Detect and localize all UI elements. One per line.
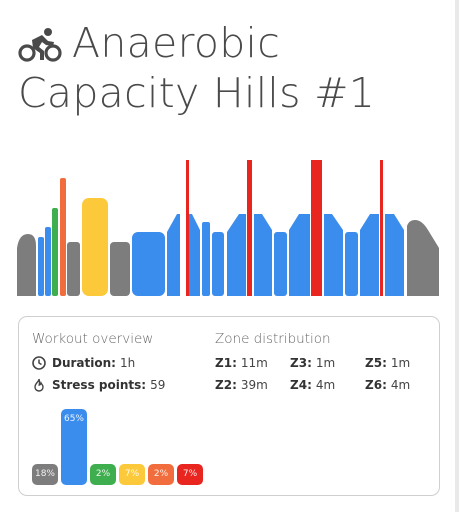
segment-hill-1a: [167, 214, 180, 296]
zone-z1-value: 11m: [240, 356, 268, 370]
zone-bar-label: 2%: [153, 469, 169, 479]
segment-tempo: [82, 198, 108, 296]
duration-value: 1h: [119, 356, 136, 370]
zone-z1-key: Z1: [215, 356, 233, 370]
zone-bar-label: 2%: [95, 469, 111, 479]
cyclist-icon: [18, 28, 62, 62]
segment-warmup-1: [17, 234, 36, 296]
zone-z1: Z1: 11m: [215, 356, 268, 370]
segment-peak-2: [247, 160, 252, 296]
zone-z6-key: Z6: [365, 378, 383, 392]
duration-colon: :: [111, 356, 116, 370]
title-line-2: Capacity Hills #1: [18, 69, 376, 117]
zone-z5: Z5: 1m: [365, 356, 411, 370]
segment-hill-1b: [186, 214, 200, 296]
segment-hill-4b: [385, 214, 404, 296]
zone-bar-z3: 2%: [90, 464, 116, 485]
zone-bar-label: 7%: [124, 469, 140, 479]
overview-title: Workout overview: [32, 331, 154, 347]
title-block: Anaerobic Capacity Hills #1: [18, 18, 438, 118]
zones-title: Zone distribution: [215, 331, 331, 347]
segment-warmup-2: [38, 237, 44, 296]
zone-z4: Z4: 4m: [290, 378, 336, 392]
stress-label: Stress points: [52, 378, 142, 392]
segment-hill-4a: [360, 214, 379, 296]
duration-label: Duration: [52, 356, 112, 370]
zone-z4-value: 4m: [315, 378, 336, 392]
zone-z6: Z6: 4m: [365, 378, 411, 392]
stress-value: 59: [150, 378, 166, 392]
segment-hill-3a: [289, 214, 310, 296]
zone-bar-chart: 18% 65% 2% 7% 2% 7%: [32, 407, 212, 485]
segment-hill-2a: [227, 214, 246, 296]
segment-flat-3: [274, 232, 287, 296]
title-line-1: Anaerobic: [72, 19, 281, 67]
segment-peak-1: [186, 160, 189, 296]
clock-icon: [32, 356, 46, 370]
segment-recover-2: [110, 242, 130, 296]
segment-recover-1: [67, 242, 80, 296]
zone-z5-value: 1m: [390, 356, 411, 370]
workout-profile: [17, 160, 439, 296]
zone-bar-z4: 7%: [119, 464, 145, 485]
zone-bar-z6: 7%: [177, 464, 203, 485]
segment-warmup-3: [45, 227, 51, 296]
zone-bar-z5: 2%: [148, 464, 174, 485]
segment-peak-3: [311, 160, 322, 296]
flame-icon: [34, 378, 44, 392]
zone-bar-z1: 18%: [32, 463, 58, 485]
segment-cooldown: [407, 220, 439, 296]
zone-bar-label: 65%: [63, 414, 84, 424]
zone-z3-key: Z3: [290, 356, 308, 370]
stress-row: Stress points: 59: [32, 376, 165, 394]
segment-flat-1: [202, 222, 210, 296]
zone-bar-label: 7%: [182, 469, 198, 479]
segment-hill-3b: [324, 214, 343, 296]
zone-z2: Z2: 39m: [215, 378, 268, 392]
zone-z2-value: 39m: [240, 378, 268, 392]
segment-peak-4: [380, 160, 383, 296]
right-edge: [455, 0, 459, 512]
zone-bar-z2: 65%: [61, 409, 87, 485]
duration-row: Duration: 1h: [32, 354, 135, 372]
segment-hill-2b: [254, 214, 272, 296]
segment-warmup-5: [60, 178, 66, 296]
zone-bar-label: 18%: [34, 468, 55, 479]
zone-z2-key: Z2: [215, 378, 233, 392]
segment-flat-2: [212, 232, 224, 296]
stress-colon: :: [141, 378, 147, 392]
zone-z5-key: Z5: [365, 356, 383, 370]
segment-warmup-4: [52, 208, 58, 296]
zone-z6-value: 4m: [390, 378, 411, 392]
zone-z4-key: Z4: [290, 378, 308, 392]
segment-base: [132, 232, 165, 296]
segment-flat-4: [345, 232, 358, 296]
zone-z3: Z3: 1m: [290, 356, 336, 370]
summary-card: Workout overview Zone distribution Durat…: [18, 316, 440, 496]
zone-z3-value: 1m: [315, 356, 336, 370]
